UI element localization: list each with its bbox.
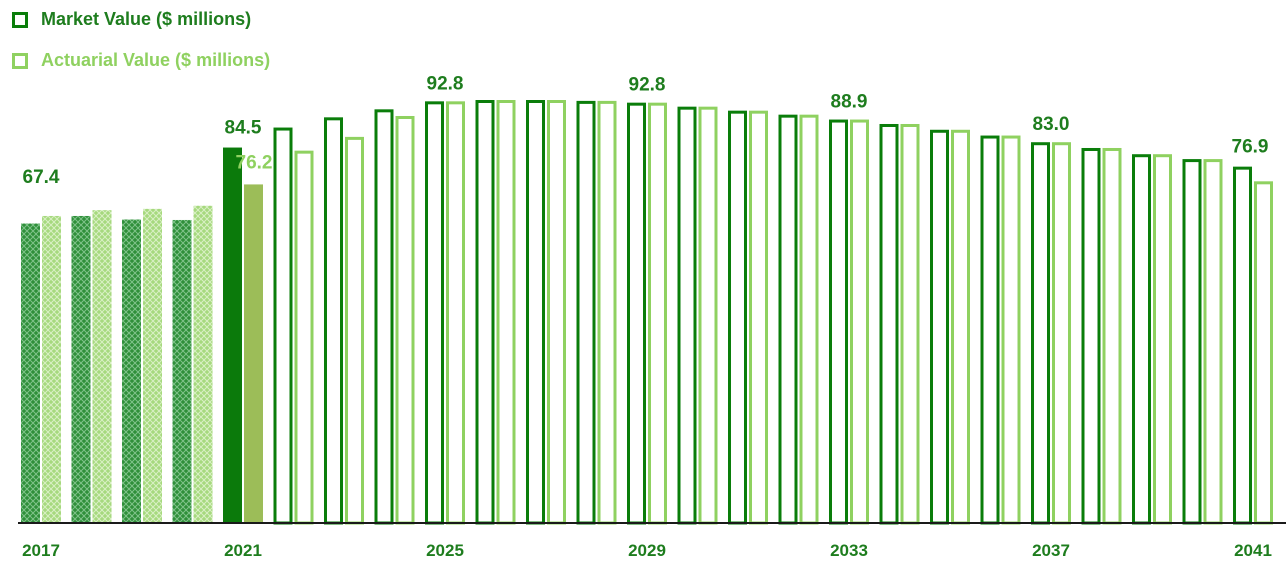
bar-actuarial-2023 <box>345 136 364 525</box>
bar-actuarial-2037 <box>1052 142 1071 525</box>
bar-market-2023 <box>324 117 343 525</box>
bar-actuarial-2021 <box>244 184 263 523</box>
bar-actuarial-2035 <box>951 129 970 525</box>
bar-actuarial-2040 <box>1203 159 1223 525</box>
bar-market-2018 <box>71 215 91 523</box>
bar-market-2028 <box>576 100 596 525</box>
bar-market-2032 <box>778 114 798 525</box>
bar-market-2022 <box>273 127 293 525</box>
x-axis-tick-labels: 2017 2021 2025 2029 2033 2037 2041 <box>22 541 1272 560</box>
legend-item-market-value: Market Value ($ millions) <box>12 9 251 30</box>
legend-label-actuarial-value: Actuarial Value ($ millions) <box>41 50 271 70</box>
data-label-2021-market: 84.5 <box>225 118 262 139</box>
bar-market-2039 <box>1132 154 1151 525</box>
bar-actuarial-2036 <box>1001 135 1021 525</box>
data-label-2041-market: 76.9 <box>1232 137 1269 158</box>
bar-actuarial-2034 <box>900 123 920 525</box>
bars-group <box>21 100 1273 525</box>
bar-market-2024 <box>374 109 394 525</box>
bar-market-2041 <box>1233 166 1252 525</box>
x-tick-label-2041: 2041 <box>1234 541 1272 560</box>
bar-actuarial-2030 <box>698 106 718 525</box>
bar-market-2035 <box>930 129 949 525</box>
bar-market-2025 <box>425 101 444 525</box>
data-label-2021-actuarial: 76.2 <box>236 152 273 173</box>
bar-actuarial-2041 <box>1254 181 1273 525</box>
x-tick-label-2021: 2021 <box>224 541 262 560</box>
bar-actuarial-2032 <box>799 114 819 525</box>
bar-market-2029 <box>627 102 646 525</box>
bar-market-2034 <box>879 123 899 525</box>
bar-actuarial-2020 <box>193 205 213 523</box>
bar-market-2033 <box>829 119 848 525</box>
x-tick-label-2037: 2037 <box>1032 541 1070 560</box>
bar-market-2027 <box>526 100 545 525</box>
data-label-2025-market: 92.8 <box>427 73 464 94</box>
market-value-swatch-icon <box>12 11 28 28</box>
bar-actuarial-2018 <box>92 210 112 523</box>
x-tick-label-2017: 2017 <box>22 541 60 560</box>
bar-market-2036 <box>980 135 1000 525</box>
legend-item-actuarial-value: Actuarial Value ($ millions) <box>12 50 270 71</box>
bar-actuarial-2025 <box>446 101 465 525</box>
bar-market-2040 <box>1182 159 1202 525</box>
data-label-2029-market: 92.8 <box>629 75 666 96</box>
bar-market-2030 <box>677 106 697 525</box>
bar-market-2026 <box>475 100 495 525</box>
bar-actuarial-2031 <box>749 110 768 525</box>
actuarial-value-swatch-icon <box>12 52 28 69</box>
bar-market-2017 <box>21 223 40 523</box>
bar-actuarial-2026 <box>496 100 516 525</box>
data-label-2017-market: 67.4 <box>23 167 60 188</box>
x-tick-label-2025: 2025 <box>426 541 464 560</box>
bar-actuarial-2028 <box>597 100 617 525</box>
bar-market-2021 <box>223 147 242 523</box>
bar-actuarial-2039 <box>1153 154 1172 525</box>
bar-actuarial-2029 <box>648 102 667 525</box>
bar-market-2031 <box>728 110 747 525</box>
bar-actuarial-2027 <box>547 100 566 525</box>
data-labels-group: 67.4 84.5 76.2 92.8 92.8 88.9 83.0 76.9 <box>23 73 1269 188</box>
bar-market-2038 <box>1081 147 1101 525</box>
bar-market-2037 <box>1031 142 1050 525</box>
x-tick-label-2029: 2029 <box>628 541 666 560</box>
bar-actuarial-2022 <box>294 150 314 525</box>
bar-market-2020 <box>172 219 192 523</box>
bar-actuarial-2033 <box>850 119 869 525</box>
data-label-2037-market: 83.0 <box>1033 114 1070 135</box>
bar-actuarial-2019 <box>143 208 162 523</box>
bar-actuarial-2024 <box>395 115 415 525</box>
data-label-2033-market: 88.9 <box>831 92 868 113</box>
bar-market-2019 <box>122 219 141 523</box>
x-tick-label-2033: 2033 <box>830 541 868 560</box>
legend-label-market-value: Market Value ($ millions) <box>41 9 252 29</box>
bar-actuarial-2017 <box>42 215 61 523</box>
bar-actuarial-2038 <box>1102 147 1122 525</box>
